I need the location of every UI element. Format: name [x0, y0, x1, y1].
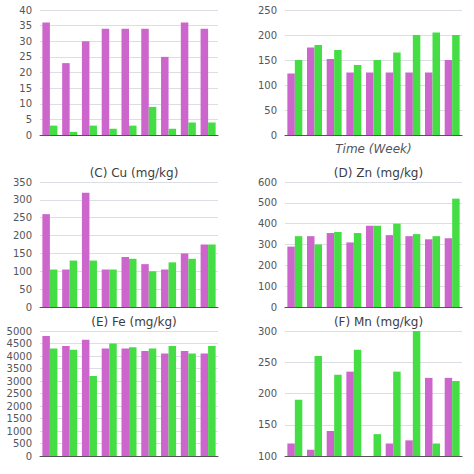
svg-text:3500: 3500: [7, 363, 32, 374]
svg-text:250: 250: [258, 357, 277, 368]
svg-text:0: 0: [271, 130, 277, 141]
svg-text:200: 200: [13, 230, 32, 241]
svg-text:0: 0: [26, 302, 32, 313]
svg-text:15: 15: [19, 83, 32, 94]
svg-text:5000: 5000: [7, 326, 32, 337]
svg-text:250: 250: [258, 5, 277, 16]
svg-text:0: 0: [271, 302, 277, 313]
svg-text:4500: 4500: [7, 338, 32, 349]
svg-text:150: 150: [13, 248, 32, 259]
svg-text:3000: 3000: [7, 376, 32, 387]
svg-text:35: 35: [19, 20, 32, 31]
svg-text:1500: 1500: [7, 413, 32, 424]
svg-text:500: 500: [258, 197, 277, 208]
svg-text:Time (Week): Time (Week): [335, 142, 412, 156]
svg-text:(D) Zn (mg/kg): (D) Zn (mg/kg): [334, 166, 423, 180]
svg-text:2000: 2000: [7, 401, 32, 412]
svg-text:400: 400: [258, 218, 277, 229]
svg-text:600: 600: [258, 177, 277, 188]
svg-text:(C) Cu (mg/kg): (C) Cu (mg/kg): [90, 166, 179, 180]
svg-text:40: 40: [19, 5, 32, 16]
svg-text:100: 100: [258, 281, 277, 292]
svg-text:25: 25: [19, 51, 32, 62]
svg-text:300: 300: [13, 194, 32, 205]
svg-text:200: 200: [258, 260, 277, 271]
svg-text:150: 150: [258, 419, 277, 430]
svg-text:30: 30: [19, 36, 32, 47]
svg-text:300: 300: [258, 326, 277, 337]
svg-text:(F) Mn (mg/kg): (F) Mn (mg/kg): [334, 315, 423, 329]
svg-text:300: 300: [258, 239, 277, 250]
svg-text:50: 50: [264, 105, 277, 116]
svg-text:350: 350: [13, 177, 32, 188]
svg-text:100: 100: [258, 80, 277, 91]
svg-text:2500: 2500: [7, 388, 32, 399]
svg-text:(E) Fe (mg/kg): (E) Fe (mg/kg): [91, 315, 176, 329]
svg-text:0: 0: [26, 451, 32, 462]
svg-text:1000: 1000: [7, 426, 32, 437]
svg-text:0: 0: [26, 130, 32, 141]
svg-text:200: 200: [258, 30, 277, 41]
svg-text:4000: 4000: [7, 351, 32, 362]
svg-text:500: 500: [13, 438, 32, 449]
svg-text:250: 250: [13, 212, 32, 223]
svg-text:100: 100: [258, 451, 277, 462]
svg-text:10: 10: [19, 98, 32, 109]
svg-text:5: 5: [26, 114, 32, 125]
svg-text:200: 200: [258, 388, 277, 399]
svg-text:20: 20: [19, 67, 32, 78]
svg-text:100: 100: [13, 266, 32, 277]
svg-text:150: 150: [258, 55, 277, 66]
svg-text:50: 50: [19, 284, 32, 295]
